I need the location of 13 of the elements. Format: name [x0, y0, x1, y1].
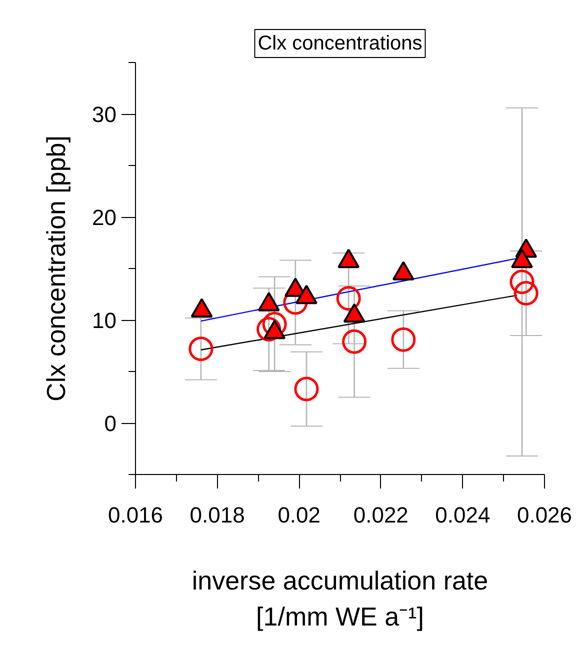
x-tick-label: 0.016	[108, 502, 164, 528]
y-tick-label: 30	[92, 102, 117, 127]
chart-title: Clx concentrations	[258, 32, 422, 54]
x-tick-label: 0.026	[516, 502, 572, 528]
y-tick-label: 0	[104, 411, 117, 436]
x-tick-label: 0.024	[435, 502, 490, 528]
y-tick-label: 10	[92, 308, 117, 333]
x-axis-title: inverse accumulation rate [1/mm WE a⁻¹]	[192, 566, 488, 632]
y-axis-title: Clx concentration [ppb]	[41, 136, 72, 402]
x-tick-label: 0.02	[278, 502, 321, 528]
x-tick-label: 0.022	[353, 502, 408, 528]
x-tick-label: 0.018	[190, 502, 245, 528]
y-tick-label: 20	[92, 205, 117, 230]
